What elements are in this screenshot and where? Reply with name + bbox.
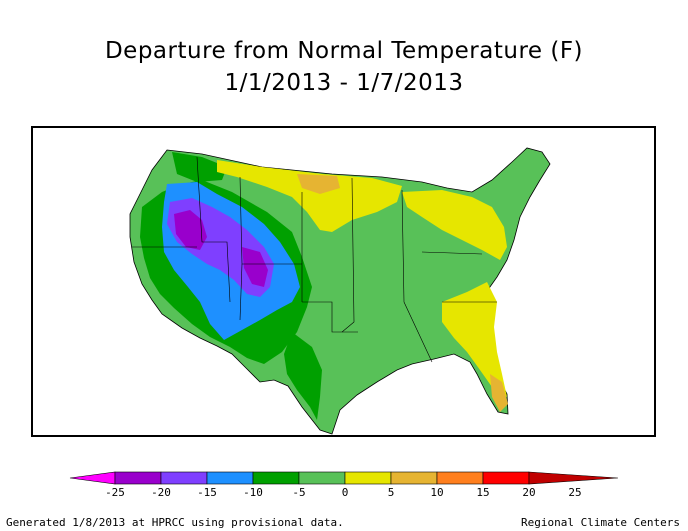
legend-tick-label: -15 bbox=[197, 486, 217, 499]
map-date-range: 1/1/2013 - 1/7/2013 bbox=[224, 70, 464, 96]
legend-swatch bbox=[206, 471, 254, 485]
generated-note: Generated 1/8/2013 at HPRCC using provis… bbox=[6, 516, 344, 529]
legend-swatch bbox=[252, 471, 300, 485]
legend-swatch bbox=[482, 471, 530, 485]
legend-arrow-left bbox=[69, 471, 116, 485]
legend-tick-label: 15 bbox=[476, 486, 490, 499]
color-scale-legend bbox=[69, 471, 619, 485]
zone-yellow-southeast bbox=[442, 282, 507, 397]
zone-orange-florida bbox=[490, 374, 508, 412]
legend-tick-label: -25 bbox=[105, 486, 125, 499]
legend-arrow-right bbox=[528, 471, 619, 485]
legend-tick-label: -10 bbox=[243, 486, 263, 499]
legend-swatch bbox=[390, 471, 438, 485]
state-boundaries bbox=[132, 156, 497, 363]
zone-violet-core bbox=[174, 210, 207, 250]
legend-swatch bbox=[160, 471, 208, 485]
legend-tick-label: -20 bbox=[151, 486, 171, 499]
legend-swatch bbox=[298, 471, 346, 485]
legend-swatch bbox=[436, 471, 484, 485]
legend-swatch bbox=[344, 471, 392, 485]
legend-tick-label: 5 bbox=[387, 486, 395, 499]
legend-tick-label: 0 bbox=[341, 486, 349, 499]
map-frame bbox=[31, 126, 656, 437]
zone-yellow-lakes bbox=[402, 190, 507, 260]
source-credit: Regional Climate Centers bbox=[521, 516, 680, 529]
legend-tick-label: -5 bbox=[292, 486, 306, 499]
legend-swatch bbox=[114, 471, 162, 485]
legend-tick-label: 25 bbox=[568, 486, 582, 499]
zone-yellow-north bbox=[217, 160, 402, 232]
zone-dark-green-texas bbox=[284, 332, 322, 420]
map-title: Departure from Normal Temperature (F) bbox=[104, 38, 584, 64]
legend-tick-label: 20 bbox=[522, 486, 536, 499]
us-temperature-map bbox=[129, 147, 551, 435]
zone-orange-north bbox=[297, 174, 340, 194]
zone-dark-green-north bbox=[172, 152, 227, 182]
legend-tick-label: 10 bbox=[430, 486, 444, 499]
zone-violet-core-2 bbox=[242, 247, 268, 287]
